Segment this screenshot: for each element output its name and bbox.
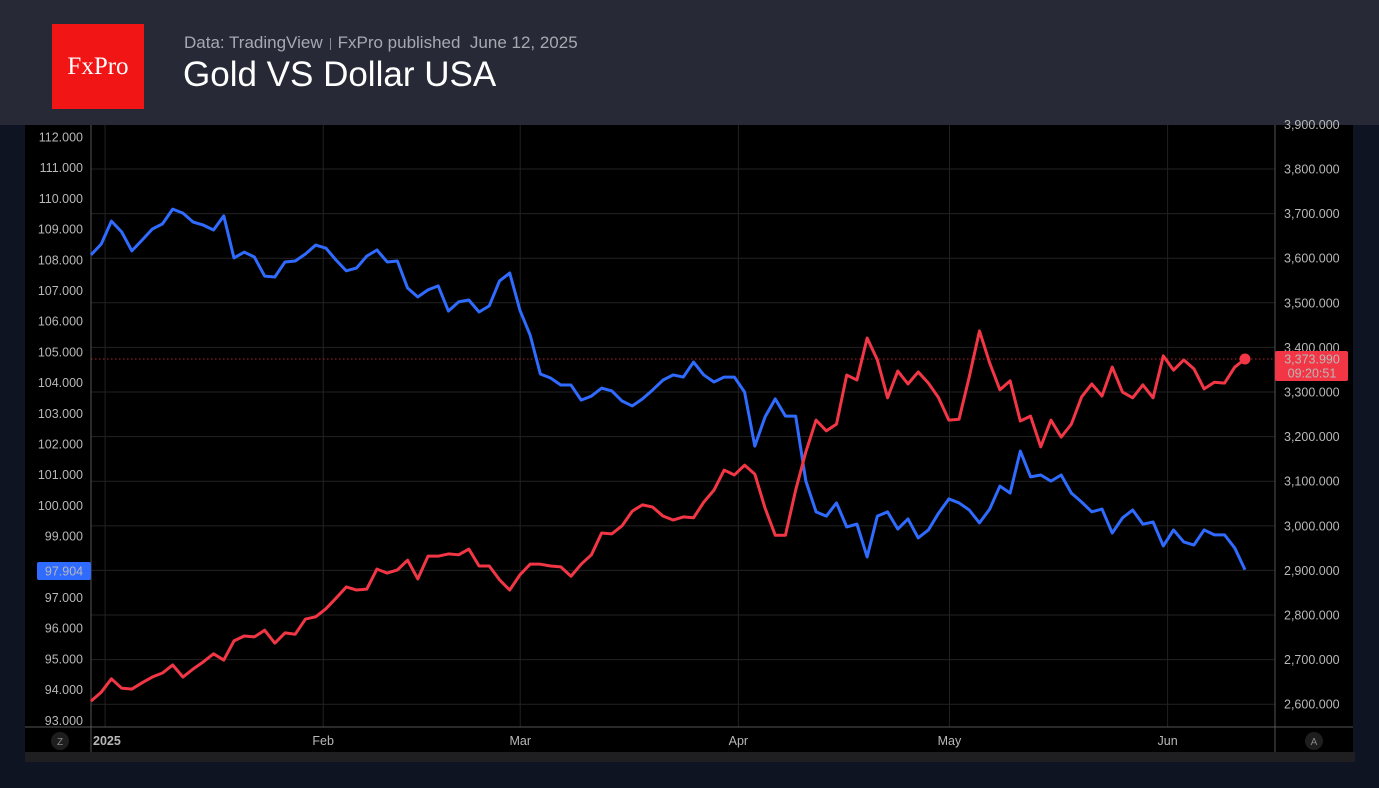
left-tick-label: 103.000 (38, 407, 83, 421)
right-tick-label: 3,100.000 (1284, 475, 1340, 489)
fxpro-logo: FxPro (52, 24, 144, 109)
time-tick-label: 2025 (93, 734, 121, 748)
gold-last-value: 3,373.990 (1284, 353, 1340, 367)
gold-last-point-marker (1239, 353, 1251, 365)
left-tick-label: 99.000 (45, 530, 83, 544)
grid (91, 125, 1275, 727)
separator (329, 37, 331, 50)
right-tick-label: 3,300.000 (1284, 386, 1340, 400)
right-price-tag: 3,373.990 09:20:51 (1275, 351, 1348, 381)
dollar-last-value: 97.904 (45, 565, 83, 579)
publisher: FxPro published (337, 33, 461, 52)
left-tick-label: 106.000 (38, 315, 83, 329)
right-tick-label: 3,800.000 (1284, 163, 1340, 177)
time-tick-label: Jun (1158, 734, 1178, 748)
left-tick-label: 93.000 (45, 714, 83, 728)
right-tick-label: 3,700.000 (1284, 207, 1340, 221)
right-tick-label: 3,900.000 (1284, 118, 1340, 132)
left-tick-label: 110.000 (39, 192, 83, 206)
publish-date: June 12, 2025 (469, 33, 578, 52)
left-tick-label: 112.000 (39, 131, 83, 145)
right-tick-label: 3,000.000 (1284, 519, 1340, 533)
scrollbar-strip[interactable] (25, 752, 1355, 762)
log-scale-button[interactable]: Z (51, 732, 69, 750)
left-axis[interactable]: 112.000 111.000 110.000 109.000 108.000 107.0… (38, 131, 83, 728)
left-tick-label: 101.000 (38, 468, 83, 482)
left-tick-label: 107.000 (38, 284, 83, 298)
right-tick-label: 2,900.000 (1284, 564, 1340, 578)
page-title: Gold VS Dollar USA (183, 55, 497, 94)
right-tick-label: 2,600.000 (1284, 698, 1340, 712)
time-axis[interactable]: 2025 Feb Mar Apr May Jun (93, 734, 1178, 748)
time-tick-label: May (938, 734, 962, 748)
right-tick-label: 3,500.000 (1284, 296, 1340, 310)
left-tick-label: 97.000 (45, 591, 83, 605)
left-tick-label: 95.000 (45, 652, 83, 666)
left-tick-label: 94.000 (45, 683, 83, 697)
gold-price-line (90, 329, 1246, 703)
left-tick-label: 96.000 (45, 622, 83, 636)
left-tick-label: 102.000 (38, 438, 83, 452)
bar-countdown: 09:20:51 (1288, 367, 1337, 381)
left-price-tag: 97.904 (37, 562, 91, 580)
right-tick-label: 2,700.000 (1284, 653, 1340, 667)
left-tick-label: 111.000 (40, 161, 83, 175)
left-tick-label: 105.000 (38, 345, 83, 359)
auto-scale-button[interactable]: A (1305, 732, 1323, 750)
time-tick-label: Mar (509, 734, 531, 748)
right-tick-label: 3,600.000 (1284, 252, 1340, 266)
time-tick-label: Feb (312, 734, 334, 748)
header: FxPro Data: TradingView FxPro published J… (0, 0, 1379, 125)
chart-meta: Data: TradingView FxPro published June 12… (184, 33, 578, 53)
left-tick-label: 104.000 (38, 376, 83, 390)
dollar-index-line (89, 207, 1247, 571)
data-source: Data: TradingView (184, 33, 323, 52)
chart-background (25, 125, 1353, 752)
logo-text: FxPro (67, 52, 129, 80)
time-tick-label: Apr (729, 734, 748, 748)
left-tick-label: 109.000 (38, 223, 83, 237)
right-tick-label: 2,800.000 (1284, 609, 1340, 623)
left-tick-label: 108.000 (38, 253, 83, 267)
left-tick-label: 100.000 (38, 499, 83, 513)
svg-text:A: A (1311, 737, 1318, 748)
svg-text:Z: Z (57, 737, 63, 748)
right-tick-label: 3,200.000 (1284, 430, 1340, 444)
